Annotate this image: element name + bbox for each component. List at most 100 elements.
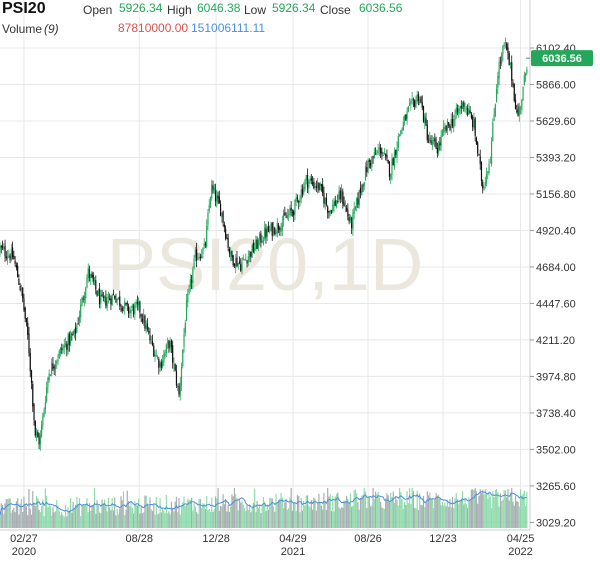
volume-bar	[373, 499, 375, 528]
volume-bar	[63, 516, 65, 528]
volume-bar	[221, 506, 223, 528]
volume-bar	[19, 503, 21, 528]
volume-bar	[62, 515, 64, 528]
low-label: Low	[244, 3, 267, 17]
candle-body	[53, 366, 55, 369]
volume-bar	[275, 493, 277, 528]
volume-bar	[385, 498, 387, 528]
candle-body	[119, 296, 121, 306]
volume-bar	[9, 498, 11, 528]
candle-body	[121, 307, 123, 311]
volume-bar	[25, 506, 28, 528]
volume-bar	[43, 516, 45, 528]
candle-body	[381, 151, 383, 155]
y-tick-label: 5393.20	[536, 152, 576, 164]
candle-body	[6, 256, 9, 259]
volume-bar	[8, 498, 10, 528]
candle-body	[185, 300, 188, 321]
candle-body	[393, 151, 396, 168]
candle-body	[424, 116, 426, 124]
candle-body	[367, 160, 369, 173]
candle-body	[127, 306, 130, 314]
candle-body	[196, 249, 198, 261]
volume-bar	[300, 497, 302, 528]
volume-bar	[17, 498, 19, 528]
volume-bar	[454, 498, 456, 528]
candle-body	[318, 183, 320, 191]
candle-body	[102, 296, 104, 298]
candle-body	[204, 244, 207, 246]
volume-bar	[189, 500, 191, 528]
volume-bar	[154, 514, 156, 528]
volume-bar	[334, 496, 336, 528]
candle-body	[129, 310, 131, 314]
volume-bar	[376, 494, 378, 528]
volume-bar	[129, 506, 131, 528]
volume-bar	[456, 499, 459, 528]
candle-body	[54, 364, 57, 370]
candle-body	[351, 217, 353, 228]
volume-bar	[267, 509, 270, 528]
candle-body	[517, 108, 519, 116]
volume-bar	[173, 511, 175, 528]
volume-bar	[1, 504, 4, 528]
volume-bar	[44, 488, 46, 528]
volume-bar	[261, 504, 263, 528]
volume-bar	[0, 514, 1, 528]
volume-bar	[259, 505, 261, 528]
volume-bar	[467, 507, 469, 528]
volume-bar	[15, 501, 17, 528]
candle-body	[395, 149, 397, 155]
volume-bar	[167, 513, 169, 528]
volume-bar	[218, 510, 220, 528]
y-tick-label: 3265.60	[536, 481, 576, 493]
volume-bar	[468, 497, 470, 528]
volume-bar	[48, 504, 50, 528]
candle-body	[294, 199, 296, 215]
close-value: 6036.56	[359, 1, 403, 15]
candle-body	[427, 141, 430, 143]
volume-bar	[39, 512, 41, 528]
x-tick-label: 08/28	[126, 533, 154, 545]
candle-body	[303, 186, 305, 193]
volume-bar	[61, 512, 63, 528]
candle-body	[66, 343, 68, 350]
candle-body	[441, 130, 444, 136]
volume-bar	[494, 489, 496, 528]
volume-bar	[56, 500, 58, 528]
candle-body	[228, 248, 230, 254]
x-tick-sublabel: 2020	[12, 546, 36, 558]
volume-bar	[141, 513, 144, 528]
volume-bar	[465, 504, 467, 528]
volume-bar	[348, 504, 350, 528]
volume-bar	[68, 510, 70, 528]
volume-bar	[20, 498, 23, 528]
candle-body	[339, 190, 341, 200]
candle-body	[453, 119, 455, 128]
volume-bar	[214, 496, 217, 528]
candle-body	[135, 302, 137, 305]
volume-bar	[49, 506, 52, 528]
candle-body	[179, 383, 181, 396]
y-tick-label: 3502.00	[536, 444, 576, 456]
volume-bar	[333, 511, 335, 528]
candle-body	[372, 156, 374, 158]
volume-bar	[188, 499, 190, 528]
volume-bar	[51, 515, 53, 528]
volume-bar	[155, 496, 157, 528]
high-value: 6046.38	[197, 1, 241, 15]
volume-bar	[301, 510, 304, 528]
volume-bar	[318, 493, 320, 528]
candle-body	[235, 258, 237, 268]
y-tick-label: 3974.80	[536, 371, 576, 383]
volume-bar	[438, 494, 440, 528]
volume-bar	[421, 505, 423, 528]
volume-bar	[289, 497, 291, 528]
candle-body	[124, 301, 126, 309]
volume-bar	[254, 488, 256, 528]
volume-bar	[371, 505, 373, 528]
candle-body	[83, 295, 86, 301]
candle-body	[57, 358, 59, 362]
volume-bar	[327, 488, 329, 528]
volume-bar	[303, 500, 305, 528]
